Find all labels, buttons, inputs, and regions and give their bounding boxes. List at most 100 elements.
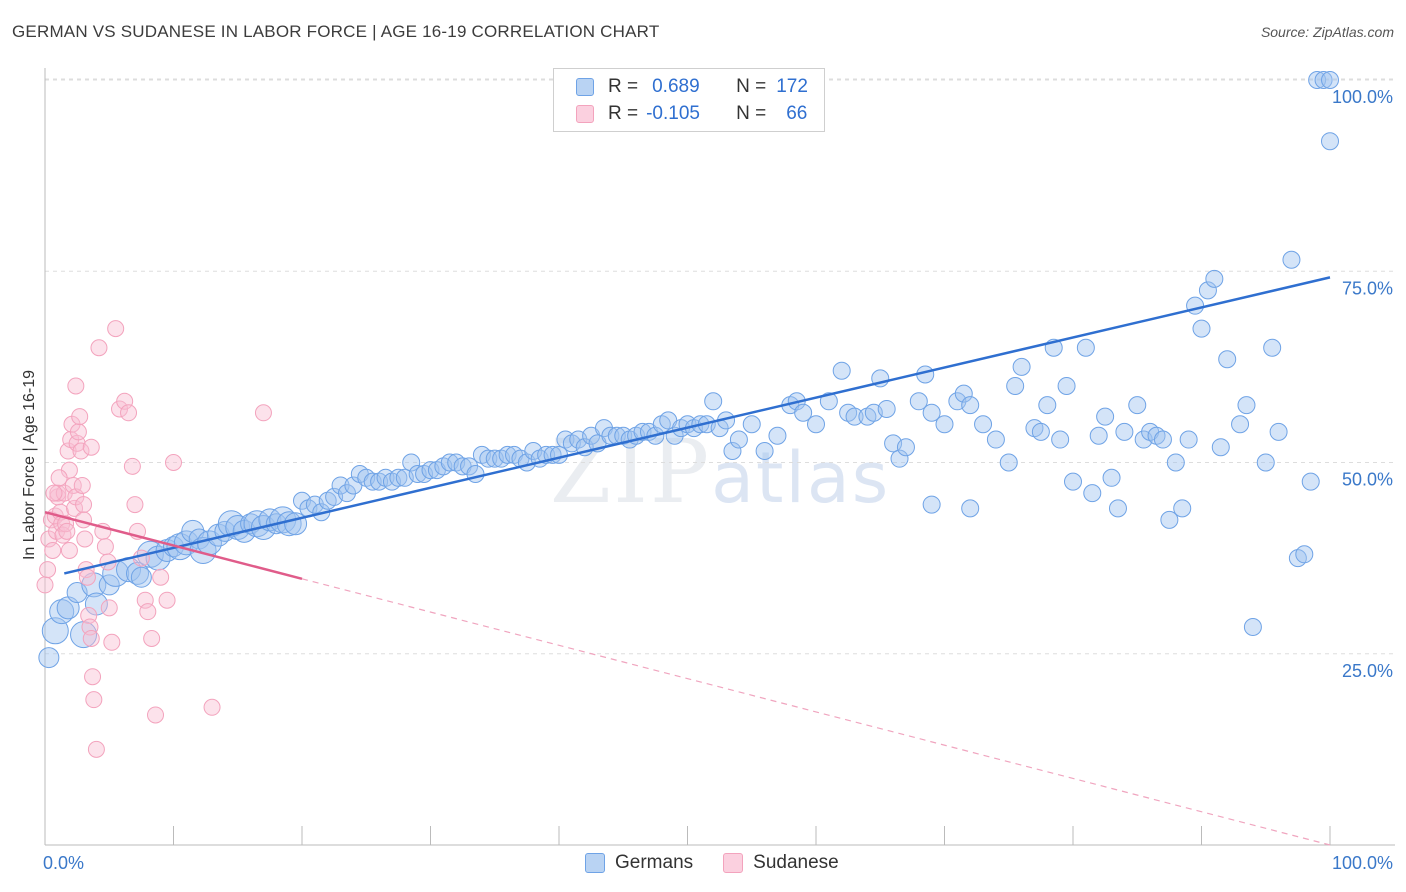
german-point	[1308, 71, 1327, 89]
sudanese-point	[58, 522, 76, 540]
germans-legend-label: Germans	[615, 852, 694, 873]
sudanese-r-value: -0.105	[646, 103, 700, 124]
sudanese-point	[78, 568, 96, 586]
germans-legend-swatch	[585, 853, 605, 873]
sudanese-point	[126, 496, 144, 514]
german-point	[479, 449, 498, 468]
axes	[44, 68, 1395, 846]
sudanese-point	[85, 691, 103, 709]
german-point	[1179, 430, 1198, 449]
sudanese-point	[82, 438, 100, 456]
sudanese-point	[49, 484, 67, 502]
sudanese-legend-swatch	[723, 853, 744, 873]
german-point	[1218, 350, 1237, 369]
y-tick-label: 25.0%	[1342, 661, 1393, 681]
german-point	[819, 392, 838, 411]
sudanese-swatch	[576, 105, 594, 123]
legend-germans[interactable]: Germans	[585, 852, 693, 874]
german-point	[807, 415, 825, 434]
german-point	[935, 415, 954, 434]
german-point	[1186, 296, 1205, 315]
german-point	[723, 442, 742, 461]
german-point	[1012, 357, 1031, 376]
sudanese-point	[100, 599, 118, 617]
y-tick-label: 100.0%	[1332, 87, 1393, 107]
sudanese-point	[120, 404, 138, 422]
german-point	[41, 617, 69, 645]
legend-row-sudanese: R = -0.105 N = 66	[576, 101, 807, 127]
german-point	[742, 415, 761, 434]
german-point	[1321, 71, 1339, 89]
german-point	[961, 499, 980, 518]
sudanese-point	[103, 633, 121, 651]
sudanese-point	[36, 576, 54, 594]
sudanese-point	[87, 740, 105, 758]
german-point	[794, 403, 813, 422]
sudanese-point	[132, 549, 150, 567]
german-point	[1198, 281, 1217, 300]
german-point	[1083, 484, 1102, 503]
german-point	[954, 384, 973, 403]
german-point	[729, 430, 748, 449]
sudanese-point	[82, 629, 100, 647]
trend-lines	[44, 276, 1331, 846]
german-point	[1038, 396, 1057, 415]
legend-sudanese[interactable]: Sudanese	[723, 852, 839, 874]
german-point	[845, 407, 864, 426]
sudanese-point	[139, 603, 157, 621]
german-point	[1211, 438, 1230, 457]
german-point	[1064, 472, 1082, 491]
german-point	[832, 361, 851, 380]
german-point	[1269, 422, 1288, 441]
german-point	[909, 392, 928, 411]
german-point	[1192, 319, 1211, 338]
sudanese-point	[143, 629, 161, 647]
german-point	[284, 512, 308, 536]
german-point	[922, 495, 941, 514]
german-point	[1006, 377, 1025, 395]
german-point	[1243, 617, 1262, 636]
y-tick-label: 75.0%	[1342, 278, 1393, 298]
german-point	[1128, 396, 1147, 415]
sudanese-point	[203, 698, 221, 716]
german-point	[1153, 430, 1172, 449]
german-point	[704, 392, 723, 411]
sudanese-point	[73, 476, 91, 494]
german-point	[1173, 499, 1192, 518]
german-point	[1301, 472, 1320, 491]
sudanese-point	[67, 377, 85, 395]
german-point	[974, 415, 993, 434]
german-point	[389, 468, 408, 487]
x-tick-label-start: 0.0%	[43, 853, 84, 873]
sudanese-trend-line	[44, 511, 303, 580]
german-point	[460, 457, 479, 476]
german-point	[1263, 338, 1282, 357]
german-point	[1108, 499, 1127, 518]
x-tick-label-end: 100.0%	[1332, 853, 1393, 873]
sudanese-trend-extension	[301, 578, 1331, 846]
sudanese-point	[75, 496, 93, 514]
sudanese-point	[254, 404, 272, 422]
german-point	[768, 426, 787, 445]
y-tick-label: 50.0%	[1342, 470, 1393, 490]
sudanese-point	[72, 442, 90, 460]
y-axis-title: In Labor Force | Age 16-19	[21, 370, 38, 560]
sudanese-point	[90, 339, 108, 357]
german-point	[896, 438, 915, 457]
sudanese-n-label: N =	[736, 103, 767, 124]
german-point	[337, 484, 356, 503]
german-point	[1282, 250, 1301, 269]
sudanese-r-label: R =	[608, 103, 639, 124]
german-point	[890, 449, 909, 468]
sudanese-legend-label: Sudanese	[753, 852, 839, 873]
series-legend: Germans Sudanese	[585, 852, 869, 874]
sudanese-point	[96, 538, 114, 556]
german-point	[877, 399, 896, 418]
sudanese-point	[147, 706, 165, 724]
german-point	[49, 599, 75, 625]
germans-swatch	[576, 78, 594, 96]
german-point	[1076, 338, 1095, 357]
german-point	[1057, 377, 1076, 395]
sudanese-point	[69, 423, 87, 441]
